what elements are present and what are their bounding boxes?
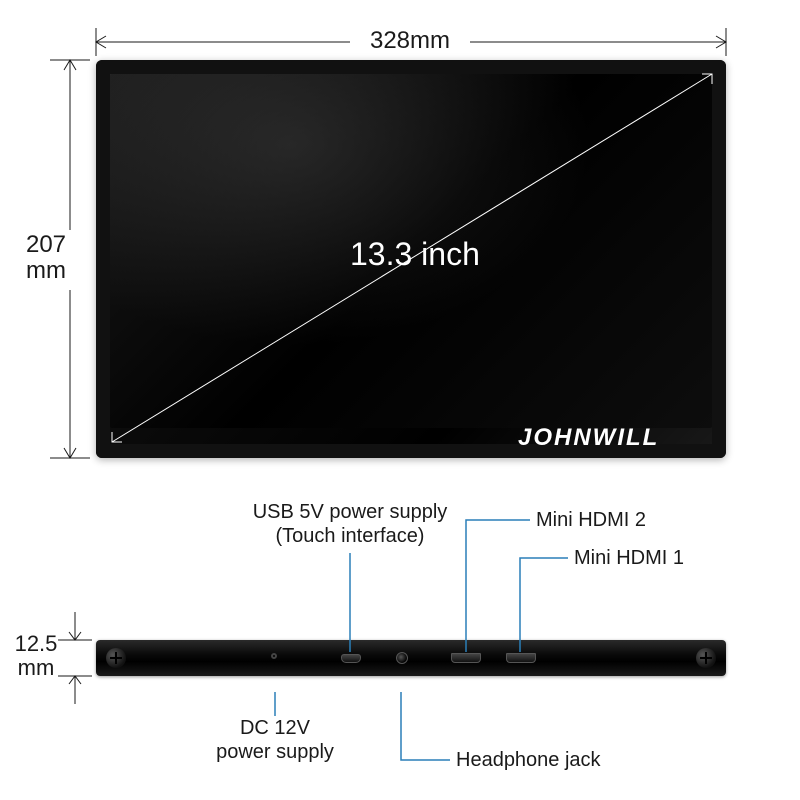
mini-hdmi-1-label: Mini HDMI 1 xyxy=(574,546,684,570)
height-dimension-value: 207 xyxy=(26,231,66,258)
thickness-dimension-value: 12.5 xyxy=(15,631,58,656)
width-dimension-label: 328mm xyxy=(360,28,460,54)
usb-port xyxy=(341,654,361,663)
dc-power-label-line1: DC 12V xyxy=(240,717,310,739)
height-dimension-label: 207 mm xyxy=(16,232,76,285)
thickness-dimension-label: 12.5 mm xyxy=(8,632,64,680)
mini-hdmi-2-label: Mini HDMI 2 xyxy=(536,508,646,532)
monitor-side-panel xyxy=(96,640,726,676)
height-dimension-unit: mm xyxy=(26,257,66,284)
screw-icon xyxy=(696,648,716,668)
mini-hdmi-2-port xyxy=(451,653,481,663)
brand-logo: JOHNWILL xyxy=(518,424,659,452)
thickness-dimension-unit: mm xyxy=(18,655,55,680)
screw-icon xyxy=(106,648,126,668)
dc-power-label: DC 12V power supply xyxy=(160,716,390,764)
usb-port-label: USB 5V power supply (Touch interface) xyxy=(210,500,490,548)
diagonal-size-label: 13.3 inch xyxy=(350,236,480,273)
usb-port-label-line1: USB 5V power supply xyxy=(253,501,448,523)
mini-hdmi-1-port xyxy=(506,653,536,663)
dc-power-port xyxy=(271,653,277,659)
headphone-jack-label: Headphone jack xyxy=(456,748,601,772)
headphone-jack-port xyxy=(396,652,408,664)
usb-port-label-line2: (Touch interface) xyxy=(276,525,425,547)
dc-power-label-line2: power supply xyxy=(216,741,334,763)
